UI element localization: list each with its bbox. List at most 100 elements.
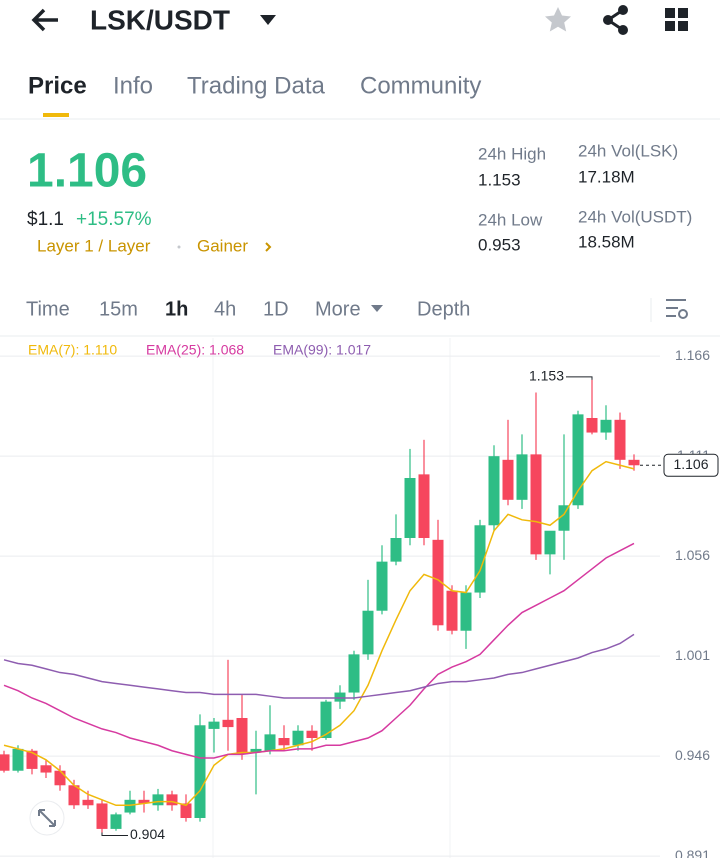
chevron	[265, 242, 272, 252]
candle-body	[628, 459, 640, 466]
ema-line	[3, 460, 635, 807]
y-tick-label: 0.946	[675, 747, 710, 763]
low-marker-line	[101, 832, 128, 837]
candle-body	[516, 454, 528, 500]
ema-line	[3, 633, 635, 699]
y-tick-label: 0.891	[675, 847, 710, 858]
low-marker-label: 0.904	[130, 826, 165, 842]
candle-body	[572, 414, 584, 506]
candle-body	[320, 701, 332, 738]
separator	[177, 245, 181, 249]
tab[interactable]: Price	[28, 72, 87, 99]
stat-value: 1.153	[478, 170, 521, 189]
candle-body	[488, 456, 500, 526]
settings-icon[interactable]	[666, 299, 688, 319]
candle-body	[334, 692, 346, 702]
candle-body	[208, 721, 220, 729]
candle-body	[222, 719, 234, 728]
legend-entry: EMA(99): 1.017	[273, 342, 371, 358]
candle-body	[0, 754, 10, 771]
candle-body	[446, 590, 458, 631]
stat-label: 24h Low	[478, 210, 543, 229]
stat-label: 24h Vol(LSK)	[578, 141, 678, 160]
ema-line	[3, 542, 635, 759]
candle-body	[26, 750, 38, 769]
candle-body	[110, 814, 122, 829]
candle-body	[68, 785, 80, 806]
interval[interactable]: Depth	[417, 298, 470, 320]
candle-body	[474, 525, 486, 593]
last-price: 1.106	[27, 145, 147, 198]
y-tick-label: 1.166	[675, 347, 710, 363]
stat-value: 0.953	[478, 235, 521, 254]
legend-entry: EMA(7): 1.110	[28, 342, 117, 358]
back-button[interactable]	[31, 8, 58, 32]
candle-body	[558, 505, 570, 531]
candle-body	[96, 803, 108, 829]
tab-indicator	[43, 113, 69, 117]
candle-body	[166, 794, 178, 806]
more-dropdown[interactable]	[371, 305, 383, 312]
stat-label: 24h High	[478, 144, 546, 163]
fiat-price: $1.1	[27, 209, 64, 230]
candle-body	[306, 730, 318, 738]
last-price-tag	[663, 453, 719, 477]
candle-body	[54, 770, 66, 786]
candle-body	[180, 803, 192, 818]
candle-body	[124, 799, 136, 813]
favorite-icon[interactable]	[545, 7, 571, 32]
stat-label: 24h Vol(USDT)	[578, 207, 692, 226]
y-tick-label: 1.056	[675, 547, 710, 563]
candle-body	[530, 454, 542, 555]
tag[interactable]: Gainer	[197, 236, 248, 255]
high-marker-label: 1.153	[529, 368, 564, 384]
candle-body	[292, 730, 304, 746]
interval[interactable]: 1h	[165, 298, 188, 320]
interval[interactable]: More	[315, 298, 361, 320]
tab[interactable]: Community	[360, 72, 481, 99]
candle-body	[194, 725, 206, 818]
tab[interactable]: Trading Data	[187, 72, 326, 99]
y-tick-label: 1.001	[675, 647, 710, 663]
candle-body	[362, 610, 374, 655]
candle-body	[12, 748, 24, 771]
candle-body	[348, 654, 360, 693]
candle-body	[614, 419, 626, 460]
stat-value: 18.58M	[578, 232, 635, 251]
high-marker-line	[566, 376, 593, 380]
tag[interactable]: Layer 1 / Layer	[37, 236, 151, 255]
candle-body	[502, 459, 514, 500]
candle-body	[236, 718, 248, 755]
candle-body	[586, 418, 598, 433]
interval[interactable]: 15m	[99, 298, 138, 320]
menu-icon[interactable]	[665, 8, 688, 31]
candle-body	[432, 539, 444, 626]
interval[interactable]: 4h	[214, 298, 236, 320]
candle-body	[376, 561, 388, 611]
candle-body	[152, 794, 164, 806]
candle-body	[278, 738, 290, 746]
candle-body	[404, 478, 416, 538]
share-icon[interactable]	[603, 5, 628, 35]
candle-body	[544, 530, 556, 555]
candle-body	[250, 748, 262, 753]
tab[interactable]: Info	[113, 72, 153, 99]
candle-body	[600, 419, 612, 433]
interval[interactable]: 1D	[263, 298, 289, 320]
candle-body	[40, 765, 52, 773]
candle-body	[390, 538, 402, 562]
price-change: +15.57%	[76, 209, 152, 230]
candle-body	[264, 734, 276, 751]
last-price-label: 1.106	[673, 456, 708, 472]
interval[interactable]: Time	[26, 298, 70, 320]
stat-value: 17.18M	[578, 167, 635, 186]
expand-button[interactable]	[29, 800, 65, 836]
symbol[interactable]: LSK/USDT	[90, 4, 230, 35]
legend-entry: EMA(25): 1.068	[146, 342, 244, 358]
candle-body	[82, 799, 94, 806]
symbol-dropdown[interactable]	[260, 15, 276, 25]
